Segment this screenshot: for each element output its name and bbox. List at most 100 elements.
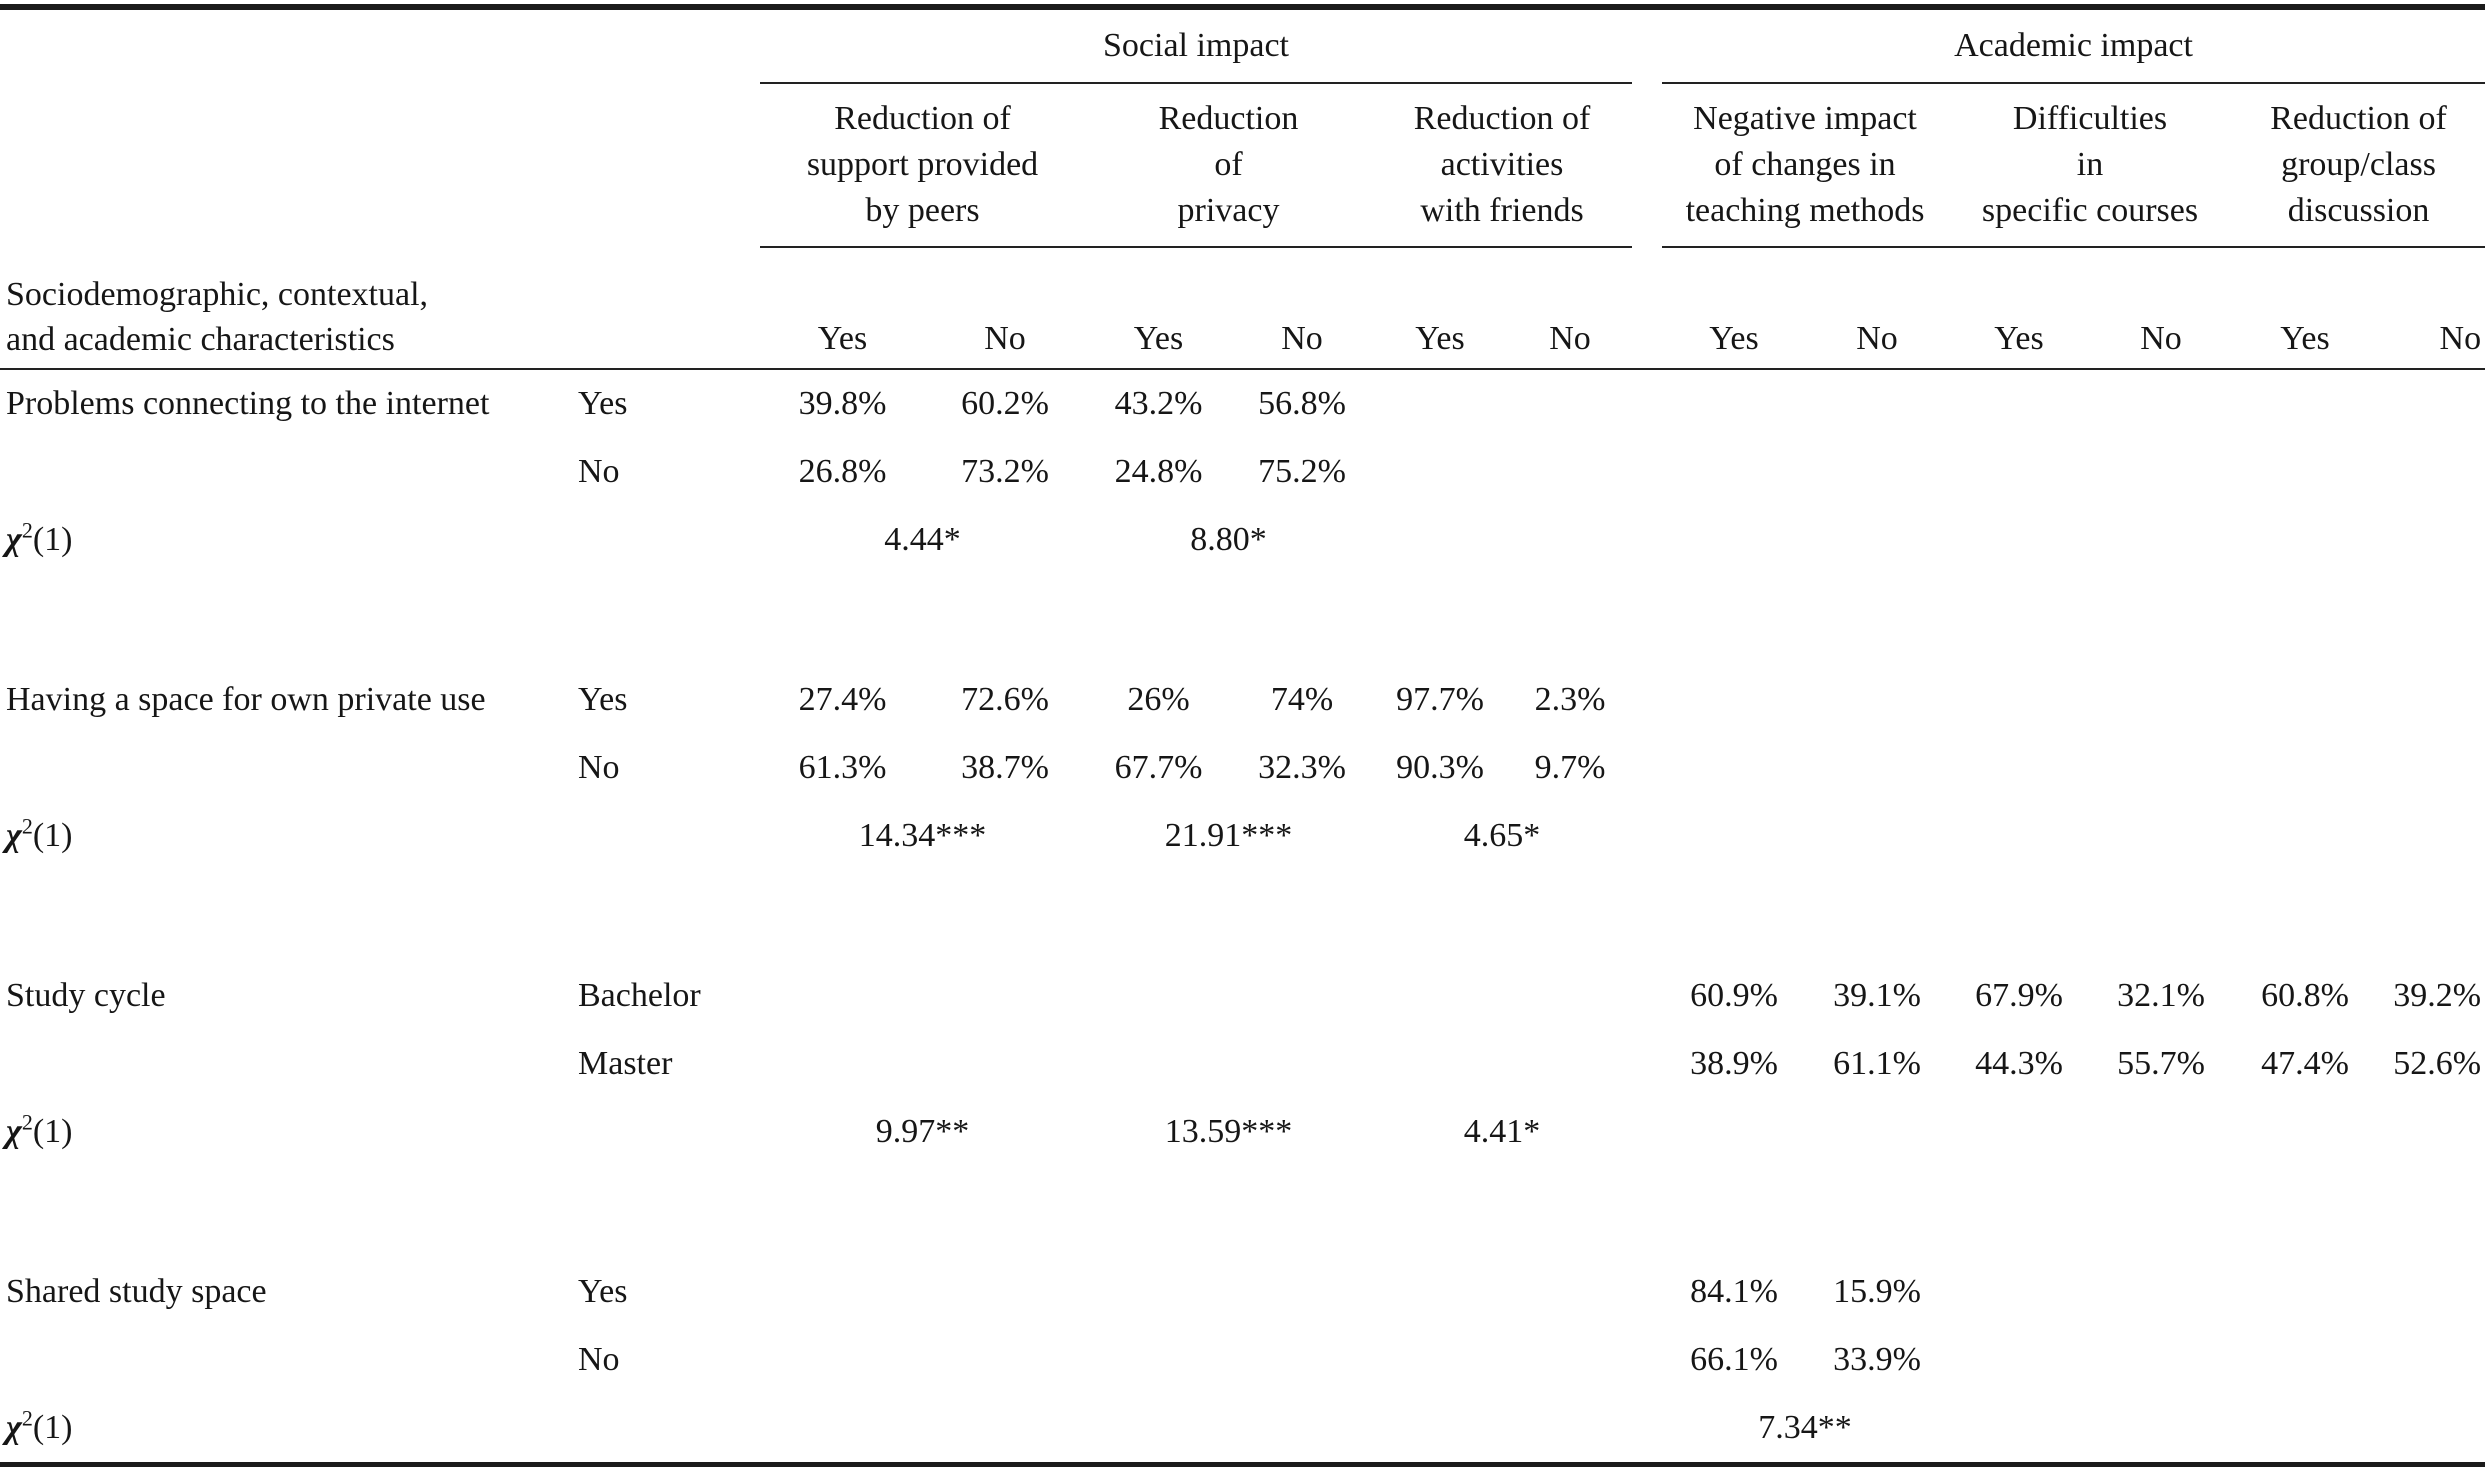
- value-cell: 60.9%: [1690, 977, 1778, 1014]
- value-cell: [1806, 438, 1948, 506]
- value-cell: [1508, 1258, 1632, 1326]
- gap-cell: [1632, 506, 1662, 574]
- value-cell: [2232, 438, 2378, 506]
- sub-label: Master: [578, 1045, 673, 1082]
- group-line: privacy: [1177, 192, 1280, 229]
- group-header-support-peers: Reduction of support provided by peers: [760, 83, 1085, 248]
- value-cell: 72.6%: [961, 681, 1049, 718]
- value-cell: [1372, 369, 1508, 438]
- stub-line: and academic characteristics: [6, 321, 395, 358]
- value-cell: [2232, 666, 2378, 734]
- gap-cell: [1632, 666, 1662, 734]
- chi-value: [1085, 1394, 1372, 1465]
- value-cell: [1085, 1258, 1232, 1326]
- yes-no-header: No: [2090, 247, 2233, 370]
- group-line: by peers: [865, 192, 980, 229]
- gap-cell: [1632, 1394, 1662, 1465]
- value-cell: 60.8%: [2261, 977, 2349, 1014]
- value-cell: 74%: [1270, 681, 1334, 718]
- chi-value: 13.59***: [1164, 1113, 1293, 1150]
- yes-no-header: Yes: [1948, 247, 2091, 370]
- table-row: Shared study space Yes 84.1% 15.9%: [0, 1258, 2485, 1326]
- chi-square-label: χ2(1): [0, 1098, 570, 1166]
- value-cell: 67.7%: [1114, 749, 1203, 786]
- value-cell: [1085, 962, 1232, 1030]
- value-cell: [925, 1326, 1085, 1394]
- gap-cell: [1632, 734, 1662, 802]
- chi-square-row: χ2(1) 4.44* 8.80*: [0, 506, 2485, 574]
- sub-label: No: [578, 453, 620, 490]
- group-header-privacy: Reduction of privacy: [1085, 83, 1372, 248]
- empty-cell: [0, 1166, 2485, 1258]
- value-cell: [1806, 734, 1948, 802]
- chi-value: 9.97**: [875, 1113, 970, 1150]
- chi-value: [1948, 506, 2232, 574]
- chi-value: 21.91***: [1164, 817, 1293, 854]
- value-cell: [1508, 962, 1632, 1030]
- value-cell: [2378, 734, 2485, 802]
- table-row: Having a space for own private use Yes 2…: [0, 666, 2485, 734]
- group-line: Difficulties: [2012, 100, 2168, 137]
- chi-symbol: χ: [6, 1409, 22, 1446]
- value-cell: 55.7%: [2117, 1045, 2205, 1082]
- chi-exponent: 2: [21, 1405, 33, 1431]
- sub-label: No: [578, 1341, 620, 1378]
- value-cell: [2090, 1258, 2232, 1326]
- value-cell: [1508, 1030, 1632, 1098]
- gap-cell: [1632, 7, 1662, 83]
- value-cell: 56.8%: [1258, 385, 1346, 422]
- chi-value: [1662, 802, 1948, 870]
- value-cell: 9.7%: [1534, 749, 1606, 786]
- value-cell: [760, 1326, 925, 1394]
- group-line: teaching methods: [1685, 192, 1925, 229]
- value-cell: 39.1%: [1833, 977, 1921, 1014]
- empty-cell: [570, 506, 760, 574]
- chi-square-label: χ2(1): [0, 1394, 570, 1465]
- value-cell: [1508, 438, 1632, 506]
- value-cell: [2232, 369, 2378, 438]
- value-cell: 43.2%: [1114, 385, 1203, 422]
- value-cell: 39.2%: [2393, 977, 2482, 1014]
- empty-cell: [570, 1394, 760, 1465]
- chi-value: 7.34**: [1758, 1409, 1852, 1446]
- value-cell: [1806, 369, 1948, 438]
- chi-square-label: χ2(1): [0, 802, 570, 870]
- value-cell: [2090, 369, 2232, 438]
- yes-no-header: No: [925, 247, 1085, 370]
- value-cell: 75.2%: [1258, 453, 1346, 490]
- chi-df: (1): [32, 1409, 73, 1446]
- value-cell: 24.8%: [1114, 453, 1203, 490]
- group-line: activities: [1440, 146, 1564, 183]
- group-line: with friends: [1420, 192, 1584, 229]
- group-line: support provided: [806, 146, 1039, 183]
- value-cell: [760, 1258, 925, 1326]
- value-cell: [760, 962, 925, 1030]
- value-cell: [2378, 1326, 2485, 1394]
- chi-square-row: χ2(1) 7.34**: [0, 1394, 2485, 1465]
- empty-cell: [570, 802, 760, 870]
- table-row: No 66.1% 33.9%: [0, 1326, 2485, 1394]
- yes-no-header: No: [1232, 247, 1372, 370]
- spacer-row: [0, 870, 2485, 962]
- empty-cell: [0, 734, 570, 802]
- value-cell: [1232, 962, 1372, 1030]
- value-cell: [1948, 1258, 2090, 1326]
- value-cell: [1232, 1030, 1372, 1098]
- group-header-activities-friends: Reduction of activities with friends: [1372, 83, 1633, 248]
- value-cell: 60.2%: [961, 385, 1049, 422]
- value-cell: [2232, 1326, 2378, 1394]
- row-label: Shared study space: [6, 1273, 267, 1310]
- chi-value: [1948, 1098, 2232, 1166]
- group-line: in: [2076, 146, 2104, 183]
- value-cell: [1508, 369, 1632, 438]
- chi-value: [2232, 506, 2485, 574]
- chi-value: [1948, 802, 2232, 870]
- table-row: No 26.8% 73.2% 24.8% 75.2%: [0, 438, 2485, 506]
- spacer-row: [0, 574, 2485, 666]
- chi-symbol: χ: [6, 1113, 22, 1150]
- value-cell: 52.6%: [2393, 1045, 2482, 1082]
- yes-no-header-row: Sociodemographic, contextual, and academ…: [0, 247, 2485, 370]
- group-line: Reduction of: [1413, 100, 1591, 137]
- gap-cell: [1632, 1326, 1662, 1394]
- value-cell: 32.3%: [1258, 749, 1346, 786]
